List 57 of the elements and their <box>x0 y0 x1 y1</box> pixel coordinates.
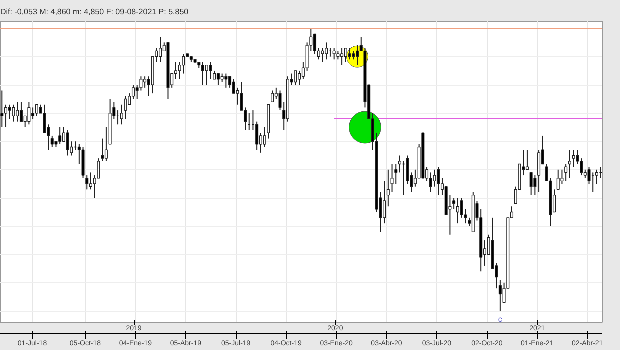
candlestick <box>348 48 352 60</box>
candlestick <box>35 104 38 117</box>
candlestick <box>32 107 35 120</box>
candlestick <box>452 198 456 210</box>
candlestick <box>332 48 336 60</box>
candlestick <box>398 155 402 174</box>
candlestick <box>28 102 31 126</box>
candlestick <box>294 70 298 86</box>
candlestick <box>498 280 502 312</box>
candlestick <box>209 62 212 80</box>
candlestick <box>325 42 328 60</box>
candlestick <box>564 164 568 182</box>
candlestick <box>201 62 205 86</box>
candlestick <box>321 48 324 63</box>
candlestick <box>556 169 560 190</box>
candlestick <box>390 164 394 193</box>
candlestick <box>429 172 432 193</box>
candlestick <box>50 135 54 148</box>
candlestick <box>340 48 344 66</box>
candlestick <box>572 150 576 168</box>
candlestick <box>144 76 147 88</box>
candlestick <box>568 150 572 179</box>
candlestick <box>224 73 228 88</box>
chart-title: Dif: -0,053 M: 4,860 m: 4,850 F: 09-08-2021 P: 5,850 <box>0 8 190 16</box>
candlestick <box>437 166 440 196</box>
candlestick <box>4 104 8 128</box>
candlestick <box>8 104 12 120</box>
candlestick <box>386 169 390 208</box>
candlestick <box>456 198 460 224</box>
candlestick <box>0 90 4 128</box>
candlestick <box>595 169 598 185</box>
candlestick <box>58 126 62 145</box>
candlestick <box>256 121 259 151</box>
candlestick <box>16 102 20 122</box>
candlestick <box>101 138 104 162</box>
candlestick <box>205 64 208 86</box>
candlestick <box>66 130 70 156</box>
candlestick <box>356 45 360 66</box>
candlestick <box>344 48 348 63</box>
candlestick <box>534 175 537 196</box>
candlestick <box>526 150 529 170</box>
candlestick <box>580 158 584 176</box>
candlestick <box>104 126 108 162</box>
candlestick <box>314 34 317 54</box>
candlestick <box>383 180 386 224</box>
candlestick <box>530 172 533 196</box>
candlestick <box>538 150 541 193</box>
candlestick <box>43 104 46 134</box>
candlestick <box>89 172 92 190</box>
candlestick <box>159 36 162 63</box>
candlestick <box>298 70 302 86</box>
candlestick <box>20 102 23 122</box>
candlestick <box>12 104 16 122</box>
candlestick <box>232 78 236 94</box>
annotation: c <box>498 315 502 324</box>
candlestick <box>216 73 220 86</box>
candlestick <box>271 90 274 103</box>
